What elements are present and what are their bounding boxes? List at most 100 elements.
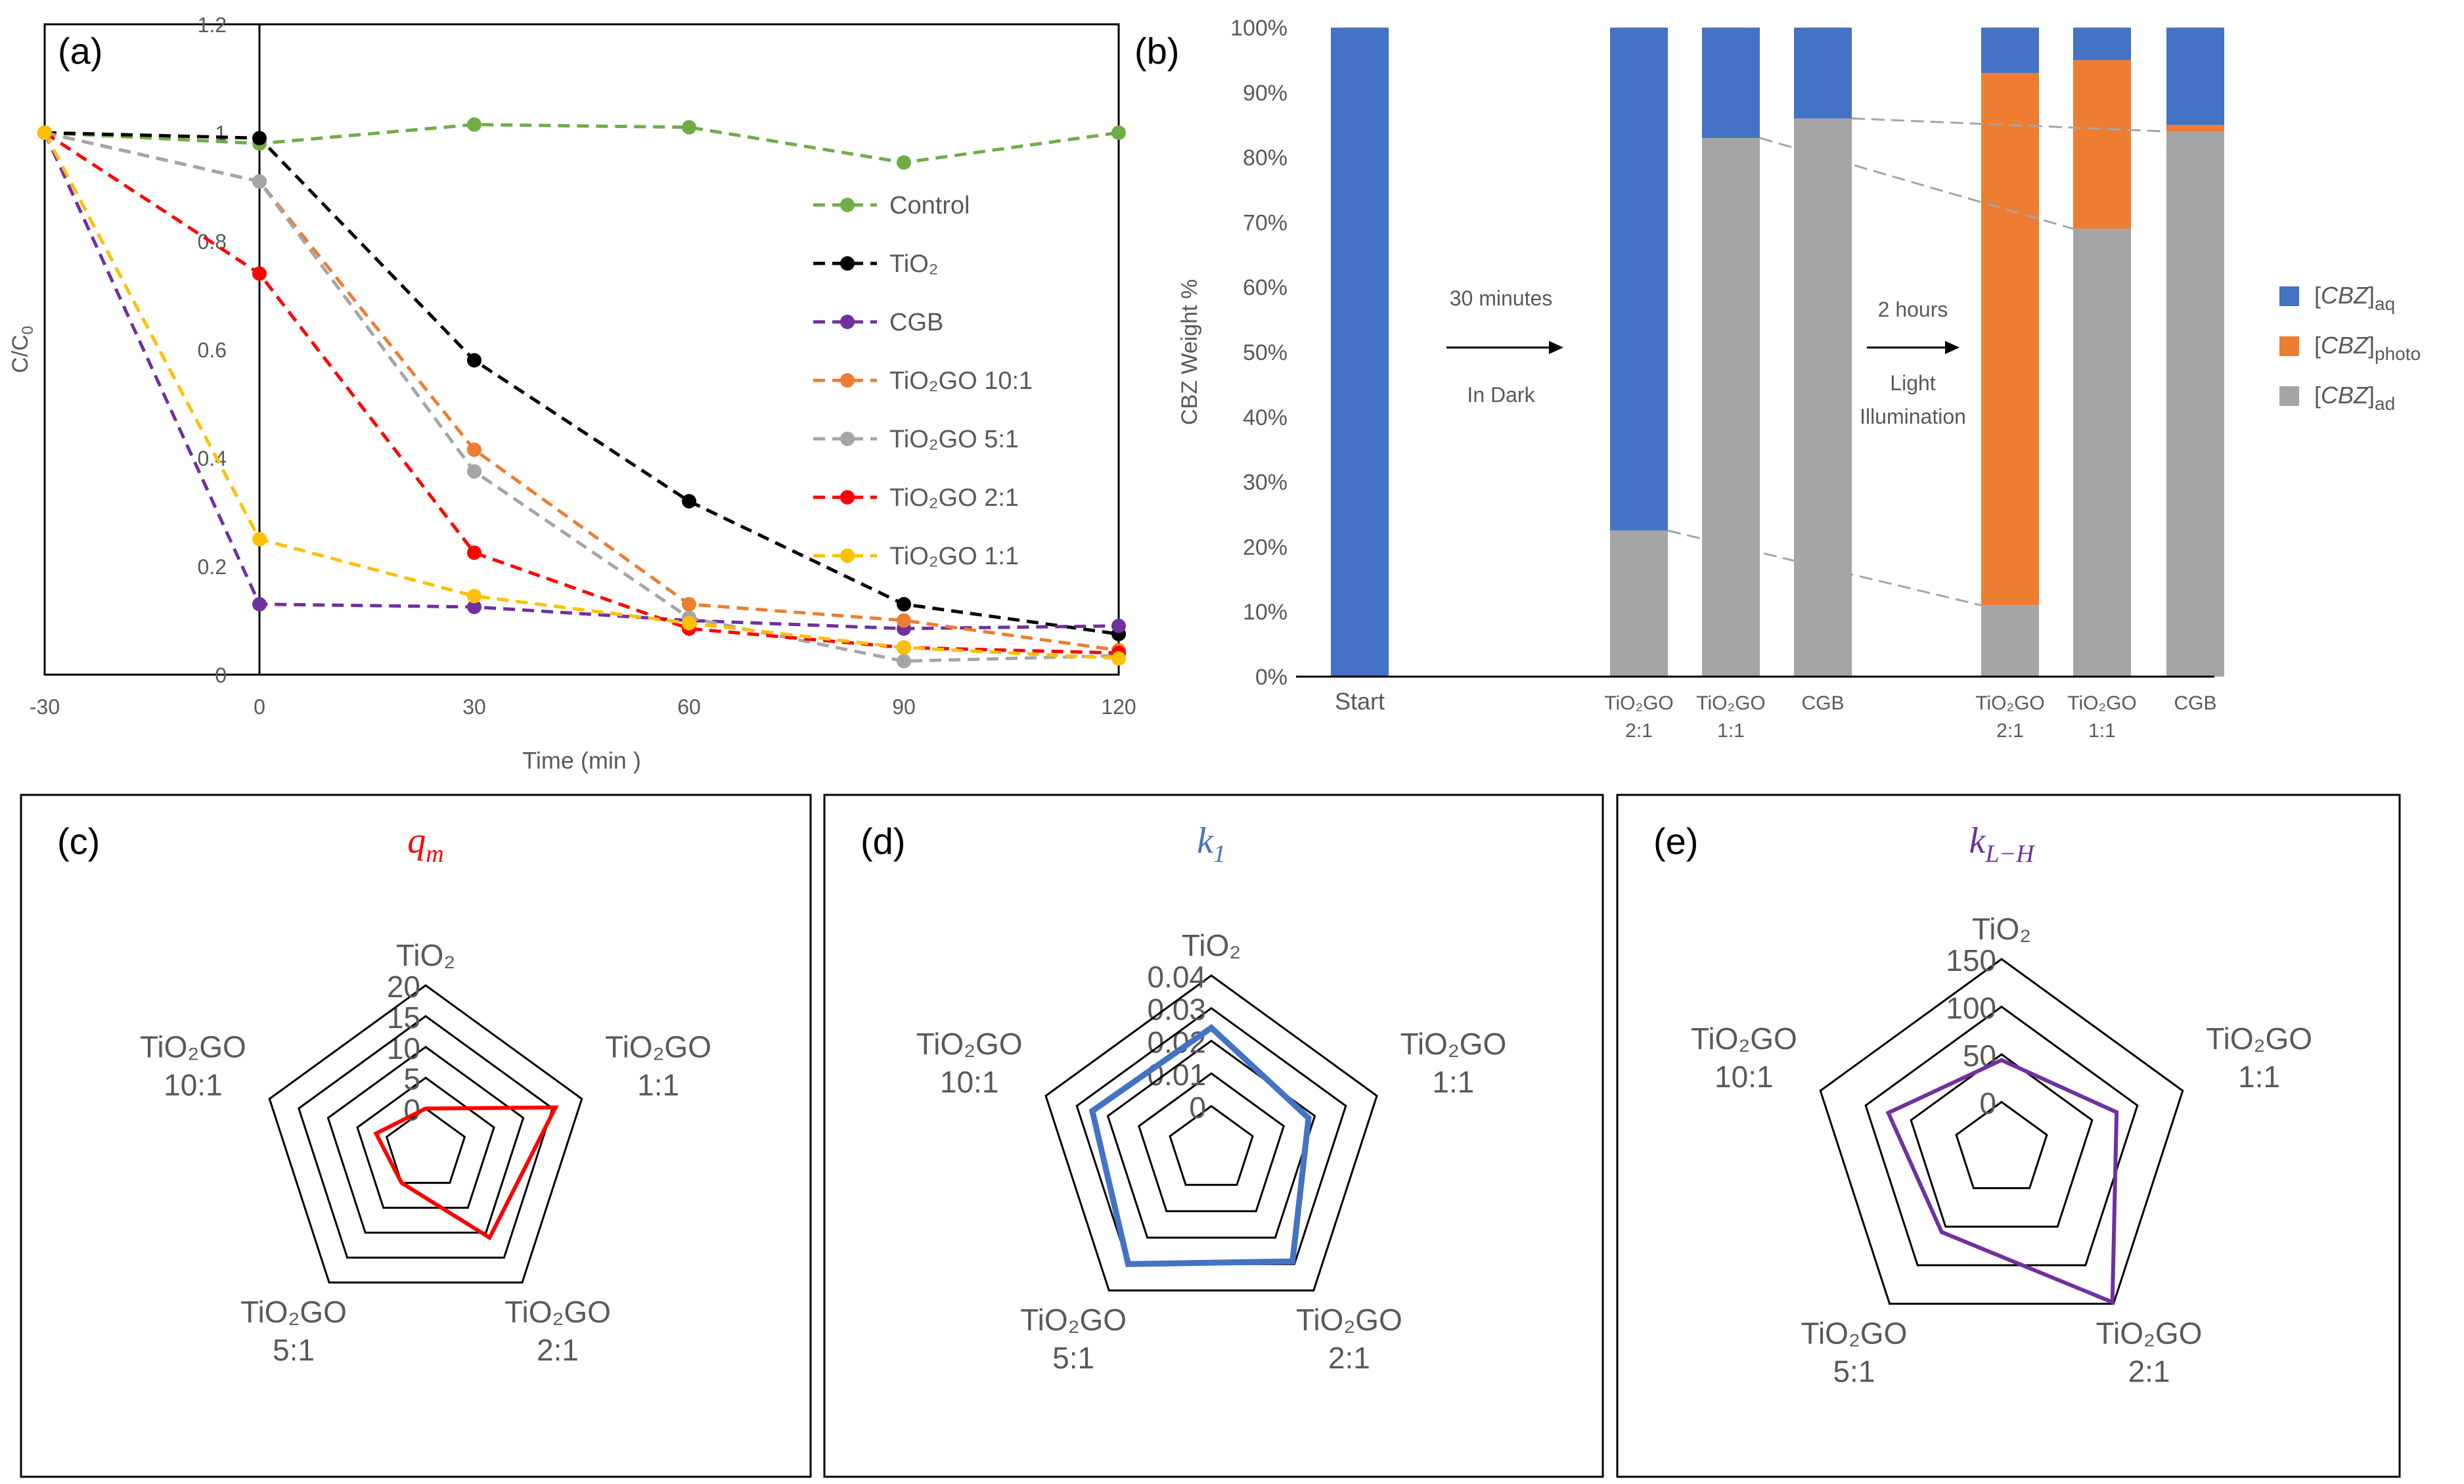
- bar-segment: [1794, 118, 1852, 677]
- radar-axis-label: TiO₂GO: [2206, 1022, 2312, 1056]
- series-line: [43, 131, 1119, 660]
- y-tick-label: 0.6: [198, 338, 227, 362]
- y-axis-title: C/C0: [8, 326, 37, 373]
- radar-grid-ring: [268, 984, 583, 1284]
- category-label: 1:1: [2088, 720, 2116, 742]
- radar-grid-ring: [298, 1015, 554, 1259]
- radar-tick-label: 0: [1979, 1087, 1996, 1121]
- radar-axis-label: 1:1: [1432, 1065, 1474, 1099]
- category-label: CGB: [2174, 692, 2216, 714]
- y-tick-label: 1: [215, 122, 227, 145]
- legend-label: [CBZ]ad: [2314, 382, 2395, 414]
- radar-axis-label: TiO₂GO: [1691, 1022, 1797, 1056]
- x-axis-title: Time (min ): [522, 747, 641, 774]
- radar-axis-label: TiO₂GO: [1020, 1303, 1127, 1337]
- legend-label: TiO₂GO 1:1: [889, 543, 1019, 570]
- data-point: [897, 155, 911, 170]
- bar-segment: [1794, 28, 1852, 119]
- radar-axis-label: TiO₂GO: [1801, 1316, 1908, 1350]
- annotation-text: Light: [1890, 371, 1936, 395]
- radar-axis-label: TiO₂GO: [140, 1030, 246, 1064]
- radar-tick-label: 100: [1946, 991, 1996, 1025]
- legend-label: TiO₂: [889, 250, 939, 278]
- radar-title: qm: [407, 821, 443, 868]
- radar-series: [1088, 1023, 1312, 1267]
- data-point: [682, 494, 696, 508]
- x-tick-label: 60: [677, 695, 701, 719]
- radar-tick-label: 0.03: [1147, 993, 1206, 1027]
- y-tick-label: 50%: [1243, 340, 1288, 365]
- radar-grid-ring: [1819, 958, 2184, 1305]
- radar-series: [1885, 1058, 2119, 1305]
- bar-segment: [1702, 28, 1760, 138]
- y-tick-label: 90%: [1243, 81, 1288, 106]
- panel-b-stacked-bar-chart: (b) 0% 10% 20% 30% 40% 50% 60% 70% 80% 90% 100% CBZ …: [1134, 16, 2421, 742]
- data-point: [37, 125, 52, 140]
- y-tick-label: 0.4: [198, 447, 227, 470]
- data-point: [467, 353, 482, 368]
- connector-line: [1759, 137, 2074, 230]
- plot-frame: [43, 23, 1120, 676]
- data-point: [897, 640, 911, 655]
- x-tick-label: -30: [30, 695, 60, 719]
- annotation-arrowhead: [1945, 341, 1960, 354]
- panel-d-radar-chart: (d) k100.010.020.030.04TiO₂TiO₂GO1:1TiO₂G…: [823, 794, 1604, 1478]
- category-label: 1:1: [1717, 720, 1745, 742]
- legend-marker: [840, 256, 855, 271]
- radar-grid-ring: [1955, 1100, 2048, 1190]
- radar-tick-label: 150: [1946, 943, 1996, 978]
- radar-axis-label: 1:1: [637, 1068, 679, 1102]
- radar-axis-label: 10:1: [164, 1068, 223, 1102]
- x-tick-label: 120: [1101, 695, 1136, 719]
- data-point: [682, 616, 696, 631]
- radar-axis-label: 1:1: [2238, 1060, 2280, 1094]
- category-label: 2:1: [1996, 720, 2024, 742]
- bar-segment: [1610, 530, 1668, 677]
- radar-axis-label: 2:1: [537, 1333, 579, 1367]
- legend-label: [CBZ]aq: [2314, 282, 2395, 314]
- radar-tick-label: 20: [387, 970, 420, 1004]
- data-point: [1111, 125, 1126, 140]
- legend-marker: [840, 549, 855, 563]
- category-label: CGB: [1801, 692, 1844, 714]
- bar-segment: [2073, 229, 2131, 677]
- y-axis-title: CBZ Weight %: [1177, 279, 1202, 425]
- annotation-text: 2 hours: [1878, 298, 1948, 321]
- bar-segment: [1981, 605, 2039, 677]
- series-line: [44, 131, 1119, 636]
- series-line: [44, 131, 1119, 663]
- radar-tick-label: 10: [387, 1031, 420, 1066]
- category-label: 2:1: [1625, 720, 1653, 742]
- legend-label: Control: [889, 192, 970, 219]
- legend-swatch: [2279, 286, 2299, 306]
- bar-segment: [2166, 125, 2224, 132]
- legend-swatch: [2279, 336, 2299, 356]
- radar-tick-label: 0: [403, 1093, 420, 1127]
- radar-axis-label: TiO₂GO: [2096, 1316, 2203, 1350]
- panel-label: (e): [1653, 821, 1698, 862]
- radar-tick-label: 0: [1189, 1091, 1206, 1125]
- category-label: Start: [1335, 688, 1385, 715]
- radar-series: [373, 1105, 559, 1241]
- series-line: [43, 131, 1119, 631]
- y-tick-label: 60%: [1243, 275, 1288, 300]
- annotation-text: 30 minutes: [1450, 286, 1553, 310]
- radar-grid-ring: [1106, 1039, 1316, 1239]
- data-point: [467, 599, 482, 614]
- radar-tick-label: 0.04: [1147, 960, 1206, 994]
- data-point: [897, 613, 911, 628]
- data-point: [897, 596, 911, 612]
- data-point: [467, 464, 482, 479]
- connector-line: [1851, 117, 2167, 133]
- radar-grid-ring: [1169, 1104, 1254, 1186]
- data-point: [1111, 651, 1126, 666]
- y-tick-label: 30%: [1243, 470, 1288, 495]
- x-tick-label: 90: [892, 695, 916, 719]
- series-line: [44, 123, 1119, 164]
- annotation-text: In Dark: [1467, 383, 1535, 407]
- bar-segment: [2073, 60, 2131, 229]
- data-point: [252, 596, 267, 612]
- y-tick-label: 10%: [1243, 600, 1288, 625]
- legend-marker: [840, 432, 855, 446]
- bar-segment: [2166, 28, 2224, 125]
